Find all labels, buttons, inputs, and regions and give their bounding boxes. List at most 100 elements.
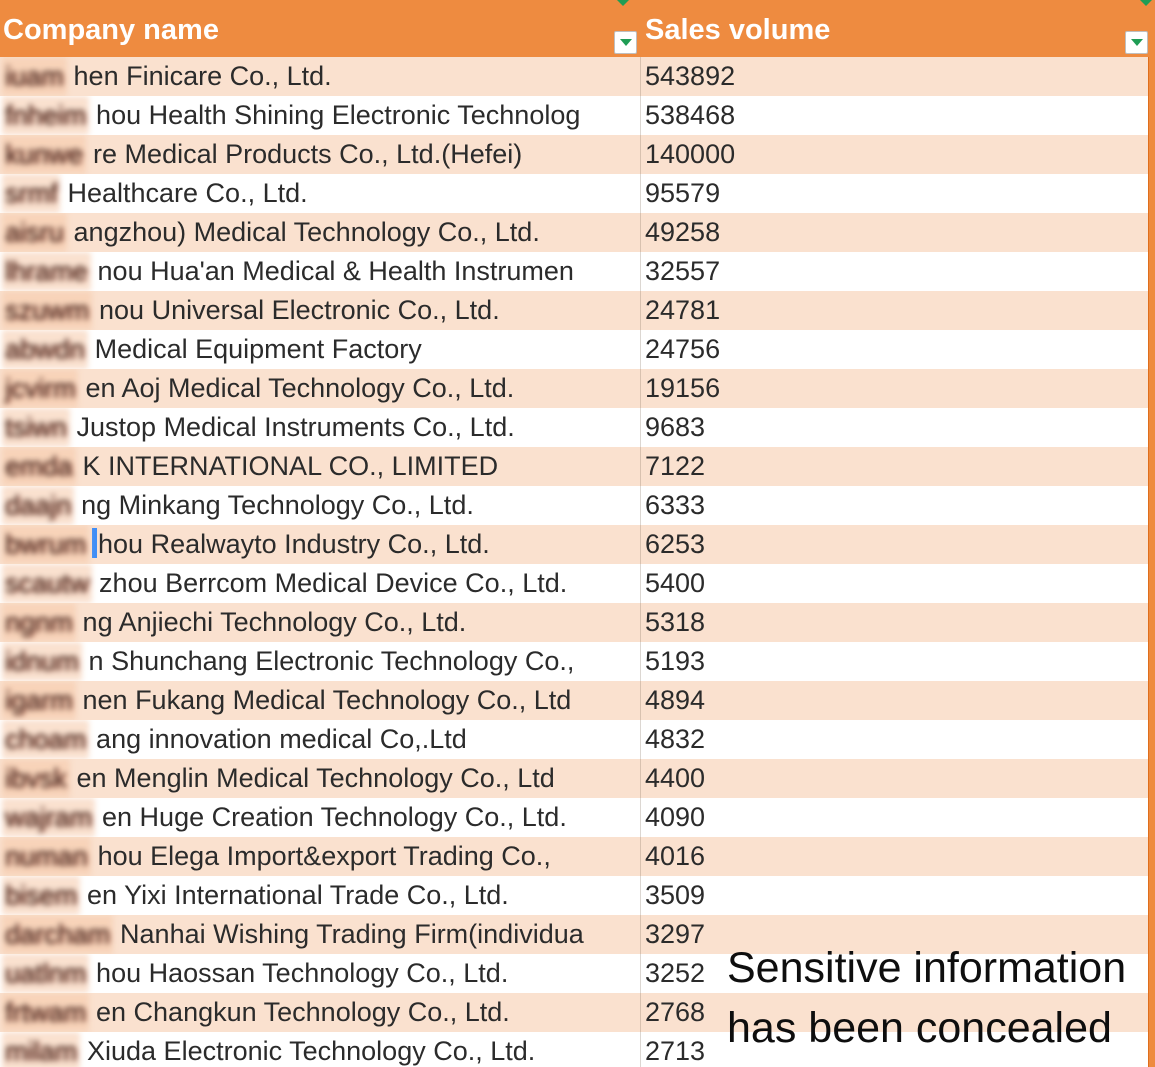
- table-row[interactable]: scautw zhou Berrcom Medical Device Co., L…: [0, 564, 1155, 603]
- company-name-cell[interactable]: fnheim hou Health Shining Electronic Tech…: [0, 96, 641, 135]
- header-cell-company-name[interactable]: Company name: [0, 0, 641, 57]
- company-name-cell[interactable]: idnum n Shunchang Electronic Technology C…: [0, 642, 641, 681]
- table-row[interactable]: bwrum hou Realwayto Industry Co., Ltd. 62…: [0, 525, 1155, 564]
- company-name-cell[interactable]: choam ang innovation medical Co,.Ltd: [0, 720, 641, 759]
- table-row[interactable]: milam Xiuda Electronic Technology Co., Lt…: [0, 1032, 1155, 1067]
- company-name-cell[interactable]: srmf Healthcare Co., Ltd.: [0, 174, 641, 213]
- company-name-text: hou Health Shining Electronic Technolog: [96, 100, 581, 130]
- table-row[interactable]: szuwm nou Universal Electronic Co., Ltd. …: [0, 291, 1155, 330]
- sales-volume-cell[interactable]: 5400: [645, 568, 706, 598]
- table-header-row: Company name Sales volume: [0, 0, 1155, 57]
- company-name-cell[interactable]: wajram en Huge Creation Technology Co., L…: [0, 798, 641, 837]
- adjacent-column-strip: [1148, 57, 1155, 1067]
- company-name-cell[interactable]: ibvsk en Menglin Medical Technology Co., …: [0, 759, 641, 798]
- company-name-cell[interactable]: bisem en Yixi International Trade Co., Lt…: [0, 876, 641, 915]
- company-name-text: en Menglin Medical Technology Co., Ltd: [76, 763, 555, 793]
- table-row[interactable]: kunwe re Medical Products Co., Ltd.(Hefei…: [0, 135, 1155, 174]
- filter-dropdown-button[interactable]: [614, 31, 637, 54]
- sales-volume-cell[interactable]: 49258: [645, 217, 721, 247]
- sales-volume-cell[interactable]: 2768: [645, 997, 706, 1027]
- table-row[interactable]: darcham Nanhai Wishing Trading Firm(indiv…: [0, 915, 1155, 954]
- sales-volume-cell[interactable]: 3252: [645, 958, 706, 988]
- sales-volume-cell[interactable]: 4090: [645, 802, 706, 832]
- company-name-cell[interactable]: aisru angzhou) Medical Technology Co., Lt…: [0, 213, 641, 252]
- sales-volume-cell[interactable]: 5318: [645, 607, 706, 637]
- filter-dropdown-button[interactable]: [1125, 31, 1148, 54]
- company-name-cell[interactable]: darcham Nanhai Wishing Trading Firm(indiv…: [0, 915, 641, 954]
- sales-volume-cell[interactable]: 538468: [645, 100, 736, 130]
- table-row[interactable]: iuam hen Finicare Co., Ltd. 543892: [0, 57, 1155, 96]
- sales-volume-cell[interactable]: 3297: [645, 919, 706, 949]
- filter-dropdown-icon: [619, 39, 632, 46]
- company-name-cell[interactable]: daajn ng Minkang Technology Co., Ltd.: [0, 486, 641, 525]
- filter-dropdown-icon: [1130, 39, 1143, 46]
- sensitive-info-note-line2: has been concealed: [727, 1004, 1112, 1052]
- table-row[interactable]: fnheim hou Health Shining Electronic Tech…: [0, 96, 1155, 135]
- table-row[interactable]: uatlnm hou Haossan Technology Co., Ltd. 3…: [0, 954, 1155, 993]
- sales-volume-cell[interactable]: 9683: [645, 412, 706, 442]
- sales-volume-cell[interactable]: 7122: [645, 451, 706, 481]
- sales-volume-cell[interactable]: 140000: [645, 139, 736, 169]
- text-cursor: [92, 527, 98, 558]
- table-row[interactable]: idnum n Shunchang Electronic Technology C…: [0, 642, 1155, 681]
- table-row[interactable]: ibvsk en Menglin Medical Technology Co., …: [0, 759, 1155, 798]
- sales-volume-cell[interactable]: 24781: [645, 295, 721, 325]
- concealed-text: emda: [2, 447, 76, 486]
- sales-volume-cell[interactable]: 95579: [645, 178, 721, 208]
- table-row[interactable]: choam ang innovation medical Co,.Ltd 4832: [0, 720, 1155, 759]
- sales-volume-cell[interactable]: 3509: [645, 880, 706, 910]
- table-row[interactable]: bisem en Yixi International Trade Co., Lt…: [0, 876, 1155, 915]
- table-row[interactable]: srmf Healthcare Co., Ltd. 95579: [0, 174, 1155, 213]
- concealed-text: srmf: [2, 174, 61, 213]
- company-name-cell[interactable]: szuwm nou Universal Electronic Co., Ltd.: [0, 291, 641, 330]
- sales-volume-cell[interactable]: 24756: [645, 334, 721, 364]
- company-name-cell[interactable]: igarm nen Fukang Medical Technology Co., …: [0, 681, 641, 720]
- sales-volume-cell[interactable]: 4400: [645, 763, 706, 793]
- sales-volume-cell[interactable]: 2713: [645, 1036, 706, 1066]
- sales-volume-cell[interactable]: 4894: [645, 685, 706, 715]
- concealed-text: kunwe: [2, 135, 87, 174]
- sales-volume-cell[interactable]: 32557: [645, 256, 721, 286]
- sales-volume-cell[interactable]: 543892: [645, 61, 736, 91]
- company-name-cell[interactable]: frtwam en Changkun Technology Co., Ltd.: [0, 993, 641, 1032]
- company-name-cell[interactable]: uatlnm hou Haossan Technology Co., Ltd.: [0, 954, 641, 993]
- table-row[interactable]: abwdn Medical Equipment Factory 24756: [0, 330, 1155, 369]
- concealed-text: fnheim: [2, 96, 90, 135]
- table-row[interactable]: aisru angzhou) Medical Technology Co., Lt…: [0, 213, 1155, 252]
- sales-volume-cell[interactable]: 6253: [645, 529, 706, 559]
- company-name-cell[interactable]: jcvirm en Aoj Medical Technology Co., Ltd…: [0, 369, 641, 408]
- company-name-cell[interactable]: bwrum hou Realwayto Industry Co., Ltd.: [0, 525, 641, 564]
- company-name-cell[interactable]: ngnm ng Anjiechi Technology Co., Ltd.: [0, 603, 641, 642]
- table-row[interactable]: wajram en Huge Creation Technology Co., L…: [0, 798, 1155, 837]
- concealed-text: wajram: [2, 798, 96, 837]
- concealed-text: milam: [2, 1032, 80, 1067]
- company-name-cell[interactable]: emda K INTERNATIONAL CO., LIMITED: [0, 447, 641, 486]
- company-name-cell[interactable]: kunwe re Medical Products Co., Ltd.(Hefei…: [0, 135, 641, 174]
- company-name-text: en Huge Creation Technology Co., Ltd.: [102, 802, 567, 832]
- company-name-cell[interactable]: lhrame nou Hua'an Medical & Health Instru…: [0, 252, 641, 291]
- sales-volume-cell[interactable]: 6333: [645, 490, 706, 520]
- company-name-cell[interactable]: milam Xiuda Electronic Technology Co., Lt…: [0, 1032, 641, 1067]
- sales-volume-cell[interactable]: 5193: [645, 646, 706, 676]
- table-row[interactable]: lhrame nou Hua'an Medical & Health Instru…: [0, 252, 1155, 291]
- table-row[interactable]: daajn ng Minkang Technology Co., Ltd. 633…: [0, 486, 1155, 525]
- table-row[interactable]: emda K INTERNATIONAL CO., LIMITED 7122: [0, 447, 1155, 486]
- company-name-cell[interactable]: abwdn Medical Equipment Factory: [0, 330, 641, 369]
- table-row[interactable]: numan hou Elega Import&export Trading Co.…: [0, 837, 1155, 876]
- table-row[interactable]: tsiwn Justop Medical Instruments Co., Ltd…: [0, 408, 1155, 447]
- company-name-cell[interactable]: iuam hen Finicare Co., Ltd.: [0, 57, 641, 96]
- table-row[interactable]: ngnm ng Anjiechi Technology Co., Ltd. 531…: [0, 603, 1155, 642]
- company-name-cell[interactable]: scautw zhou Berrcom Medical Device Co., L…: [0, 564, 641, 603]
- table-row[interactable]: jcvirm en Aoj Medical Technology Co., Ltd…: [0, 369, 1155, 408]
- sales-volume-cell[interactable]: 4016: [645, 841, 706, 871]
- company-name-text: en Changkun Technology Co., Ltd.: [96, 997, 510, 1027]
- concealed-text: lhrame: [2, 252, 91, 291]
- header-cell-sales-volume[interactable]: Sales volume: [641, 0, 1155, 57]
- company-name-cell[interactable]: tsiwn Justop Medical Instruments Co., Ltd…: [0, 408, 641, 447]
- table-row[interactable]: igarm nen Fukang Medical Technology Co., …: [0, 681, 1155, 720]
- table-row[interactable]: frtwam en Changkun Technology Co., Ltd. 2…: [0, 993, 1155, 1032]
- sales-volume-cell[interactable]: 19156: [645, 373, 721, 403]
- company-name-cell[interactable]: numan hou Elega Import&export Trading Co.…: [0, 837, 641, 876]
- sales-volume-cell[interactable]: 4832: [645, 724, 706, 754]
